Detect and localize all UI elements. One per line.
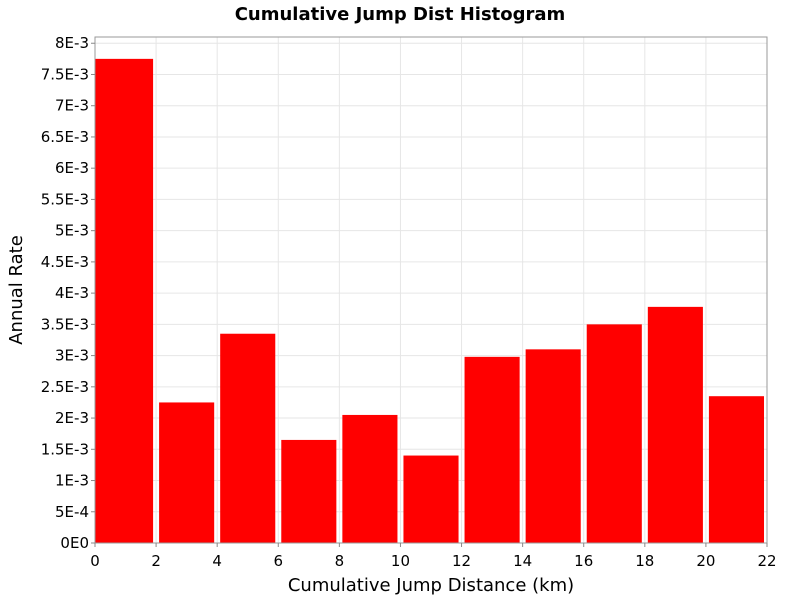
y-tick-label: 6.5E-3 — [41, 128, 89, 146]
x-tick-label: 6 — [273, 552, 283, 570]
plot-area-border — [94, 36, 768, 544]
histogram-bar — [95, 58, 154, 543]
bars — [95, 58, 764, 543]
histogram-bar — [647, 306, 703, 543]
y-tick-label: 1.5E-3 — [41, 440, 89, 458]
x-tick-label: 12 — [452, 552, 471, 570]
x-tick-label: 20 — [696, 552, 715, 570]
histogram-bar — [281, 439, 337, 543]
x-tick-label: 18 — [635, 552, 654, 570]
chart-title: Cumulative Jump Dist Histogram — [235, 4, 566, 25]
y-tick-label: 5.5E-3 — [41, 190, 89, 208]
y-tick-label: 8E-3 — [55, 34, 89, 52]
x-tick-label: 2 — [151, 552, 161, 570]
x-axis-label: Cumulative Jump Distance (km) — [288, 575, 574, 596]
histogram-bar — [342, 414, 398, 543]
y-tick-label: 3E-3 — [55, 347, 89, 365]
y-tick-label: 5E-3 — [55, 222, 89, 240]
x-axis-ticks: 0 2 4 6 8 10 12 14 16 18 20 22 — [90, 543, 777, 570]
y-axis-label: Annual Rate — [6, 235, 27, 345]
x-tick-label: 8 — [335, 552, 345, 570]
y-tick-label: 7E-3 — [55, 97, 89, 115]
y-tick-label: 1E-3 — [55, 472, 89, 490]
y-tick-label: 0E0 — [60, 534, 89, 552]
x-tick-label: 14 — [513, 552, 532, 570]
x-tick-label: 4 — [212, 552, 222, 570]
x-tick-label: 10 — [391, 552, 410, 570]
histogram-bar — [220, 333, 276, 543]
y-tick-label: 3.5E-3 — [41, 315, 89, 333]
histogram-bar — [464, 356, 520, 543]
x-tick-label: 16 — [574, 552, 593, 570]
y-tick-label: 5E-4 — [55, 503, 89, 521]
y-tick-label: 6E-3 — [55, 159, 89, 177]
histogram-bar — [708, 396, 764, 543]
y-tick-label: 2.5E-3 — [41, 378, 89, 396]
y-axis-ticks: 0E0 5E-4 1E-3 1.5E-3 2E-3 2.5E-3 3E-3 3.5E-3 4E-… — [41, 34, 95, 552]
x-tick-label: 22 — [757, 552, 776, 570]
x-tick-label: 0 — [90, 552, 100, 570]
y-tick-label: 4.5E-3 — [41, 253, 89, 271]
histogram-bar — [403, 455, 459, 543]
histogram-bar — [586, 324, 642, 543]
histogram-bar — [525, 349, 581, 543]
histogram-bar — [159, 402, 215, 543]
y-tick-label: 4E-3 — [55, 284, 89, 302]
y-tick-label: 7.5E-3 — [41, 65, 89, 83]
y-tick-label: 2E-3 — [55, 409, 89, 427]
